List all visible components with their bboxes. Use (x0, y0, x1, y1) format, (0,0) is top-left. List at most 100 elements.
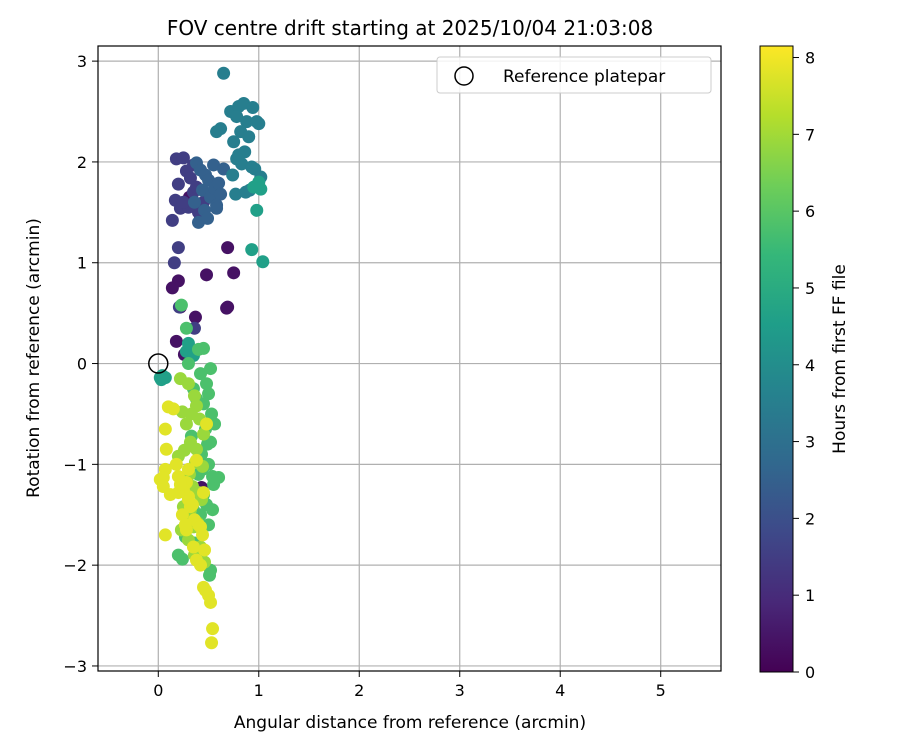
data-point (175, 508, 189, 522)
data-point (230, 110, 244, 124)
data-point (173, 478, 187, 492)
data-point (217, 66, 231, 80)
data-point (171, 177, 185, 191)
data-point (232, 148, 246, 162)
data-point (161, 400, 175, 414)
data-point (250, 203, 264, 217)
data-point (185, 498, 199, 512)
y-tick-label: −3 (63, 657, 87, 676)
data-point (174, 298, 188, 312)
colorbar-tick-label: 7 (805, 125, 815, 144)
data-point (193, 520, 207, 534)
data-point (204, 362, 218, 376)
plot-frame (97, 45, 722, 672)
y-tick-label: −2 (63, 556, 87, 575)
data-points (148, 66, 270, 650)
colorbar-ticks: 0 1 2 3 4 5 6 7 8 (793, 49, 815, 682)
data-point (169, 334, 183, 348)
data-point (181, 377, 195, 391)
x-tick-label: 4 (555, 681, 565, 700)
data-point (181, 462, 195, 476)
data-point (200, 377, 214, 391)
data-point (179, 417, 193, 431)
data-point (187, 389, 201, 403)
data-point (221, 241, 235, 255)
colorbar-tick-label: 1 (805, 586, 815, 605)
data-point (176, 151, 190, 165)
data-point (242, 130, 256, 144)
data-point (188, 310, 202, 324)
colorbar-tick-label: 6 (805, 202, 815, 221)
data-point (252, 117, 266, 131)
reference-platepar-marker (148, 353, 169, 374)
data-point (220, 301, 234, 315)
data-point (240, 115, 254, 129)
y-tick-label: −1 (63, 455, 87, 474)
data-point (175, 552, 189, 566)
colorbar-tick-label: 4 (805, 356, 815, 375)
x-axis-ticks: 0 1 2 3 4 5 (153, 671, 666, 700)
data-point (229, 187, 243, 201)
data-point (245, 243, 259, 257)
data-point (189, 453, 203, 467)
legend-box (436, 56, 712, 94)
data-point (181, 336, 195, 350)
data-point (179, 321, 193, 335)
data-point (252, 175, 266, 189)
y-axis-ticks: −3 −2 −1 0 1 2 3 (63, 52, 98, 676)
y-tick-label: 2 (77, 153, 87, 172)
data-point (214, 187, 228, 201)
y-tick-label: 3 (77, 52, 87, 71)
data-point (246, 100, 260, 114)
data-point (171, 241, 185, 255)
data-point (210, 201, 224, 215)
data-point (200, 268, 214, 282)
data-point (256, 255, 270, 269)
legend-marker-reference (454, 66, 474, 86)
data-point (176, 195, 190, 209)
data-point (186, 540, 200, 554)
x-tick-label: 2 (354, 681, 364, 700)
data-point (197, 486, 211, 500)
y-tick-label: 0 (77, 355, 87, 374)
data-point (201, 211, 215, 225)
data-point (212, 176, 226, 190)
data-point (206, 503, 220, 517)
data-point (197, 427, 211, 441)
data-point (187, 195, 201, 209)
data-point (205, 636, 219, 650)
data-point (227, 266, 241, 280)
colorbar-tick-label: 8 (805, 49, 815, 68)
data-point (210, 125, 224, 139)
data-point (198, 543, 212, 557)
legend-label-reference: Reference platepar (503, 67, 665, 87)
data-point (212, 470, 226, 484)
data-point (206, 622, 220, 636)
x-axis-label: Angular distance from reference (arcmin) (234, 713, 586, 733)
data-point (181, 357, 195, 371)
colorbar-tick-label: 3 (805, 433, 815, 452)
colorbar (759, 45, 794, 673)
data-point (202, 387, 216, 401)
data-point (159, 442, 173, 456)
data-point (226, 168, 240, 182)
data-point (167, 256, 181, 270)
data-point (193, 367, 207, 381)
legend: Reference platepar (436, 56, 712, 94)
data-point (227, 135, 241, 149)
x-tick-label: 1 (254, 681, 264, 700)
x-tick-label: 0 (153, 681, 163, 700)
x-tick-label: 3 (455, 681, 465, 700)
data-point (165, 281, 179, 295)
data-point (205, 407, 219, 421)
data-point (204, 595, 218, 609)
chart-title: FOV centre drift starting at 2025/10/04 … (167, 16, 653, 40)
data-point (193, 558, 207, 572)
data-point (189, 442, 203, 456)
data-point (245, 160, 259, 174)
y-axis-label: Rotation from reference (arcmin) (24, 218, 44, 498)
data-point (197, 341, 211, 355)
data-point (203, 568, 217, 582)
data-point (158, 528, 172, 542)
